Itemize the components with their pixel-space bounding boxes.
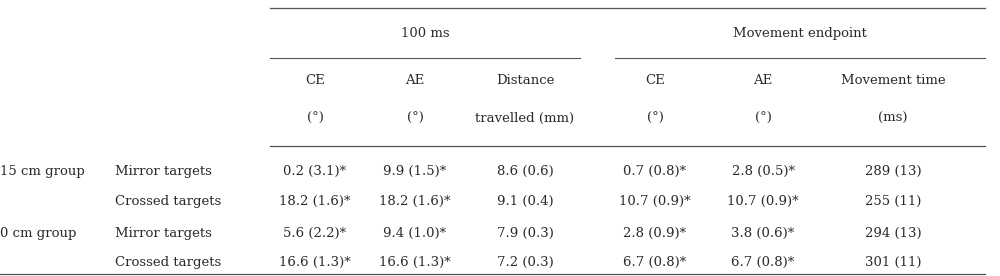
Text: CE: CE: [305, 73, 325, 87]
Text: AE: AE: [405, 73, 425, 87]
Text: Mirror targets: Mirror targets: [115, 164, 212, 178]
Text: (°): (°): [307, 112, 323, 125]
Text: Crossed targets: Crossed targets: [115, 256, 221, 269]
Text: 10.7 (0.9)*: 10.7 (0.9)*: [727, 195, 799, 208]
Text: 15 cm group: 15 cm group: [0, 164, 85, 178]
Text: CE: CE: [645, 73, 665, 87]
Text: 0.7 (0.8)*: 0.7 (0.8)*: [623, 164, 687, 178]
Text: Mirror targets: Mirror targets: [115, 227, 212, 240]
Text: 2.8 (0.5)*: 2.8 (0.5)*: [732, 164, 794, 178]
Text: Crossed targets: Crossed targets: [115, 195, 221, 208]
Text: 18.2 (1.6)*: 18.2 (1.6)*: [379, 195, 451, 208]
Text: (°): (°): [407, 112, 423, 125]
Text: 9.4 (1.0)*: 9.4 (1.0)*: [383, 227, 447, 240]
Text: (°): (°): [755, 112, 771, 125]
Text: (°): (°): [647, 112, 663, 125]
Text: 16.6 (1.3)*: 16.6 (1.3)*: [279, 256, 351, 269]
Text: Movement time: Movement time: [841, 73, 945, 87]
Text: 2.8 (0.9)*: 2.8 (0.9)*: [623, 227, 687, 240]
Text: 3.8 (0.6)*: 3.8 (0.6)*: [731, 227, 795, 240]
Text: AE: AE: [753, 73, 773, 87]
Text: (ms): (ms): [878, 112, 908, 125]
Text: 6.7 (0.8)*: 6.7 (0.8)*: [731, 256, 795, 269]
Text: 100 ms: 100 ms: [401, 26, 449, 40]
Text: Movement endpoint: Movement endpoint: [733, 26, 867, 40]
Text: 18.2 (1.6)*: 18.2 (1.6)*: [279, 195, 351, 208]
Text: 289 (13): 289 (13): [865, 164, 921, 178]
Text: Distance: Distance: [496, 73, 554, 87]
Text: 16.6 (1.3)*: 16.6 (1.3)*: [379, 256, 451, 269]
Text: 7.2 (0.3): 7.2 (0.3): [497, 256, 553, 269]
Text: 0.2 (3.1)*: 0.2 (3.1)*: [283, 164, 347, 178]
Text: 7.9 (0.3): 7.9 (0.3): [497, 227, 553, 240]
Text: 294 (13): 294 (13): [865, 227, 921, 240]
Text: 8.6 (0.6): 8.6 (0.6): [497, 164, 553, 178]
Text: 9.9 (1.5)*: 9.9 (1.5)*: [383, 164, 447, 178]
Text: 10.7 (0.9)*: 10.7 (0.9)*: [619, 195, 691, 208]
Text: 0 cm group: 0 cm group: [0, 227, 76, 240]
Text: 301 (11): 301 (11): [865, 256, 921, 269]
Text: travelled (mm): travelled (mm): [475, 112, 575, 125]
Text: 255 (11): 255 (11): [865, 195, 921, 208]
Text: 5.6 (2.2)*: 5.6 (2.2)*: [283, 227, 347, 240]
Text: 9.1 (0.4): 9.1 (0.4): [497, 195, 553, 208]
Text: 6.7 (0.8)*: 6.7 (0.8)*: [623, 256, 687, 269]
